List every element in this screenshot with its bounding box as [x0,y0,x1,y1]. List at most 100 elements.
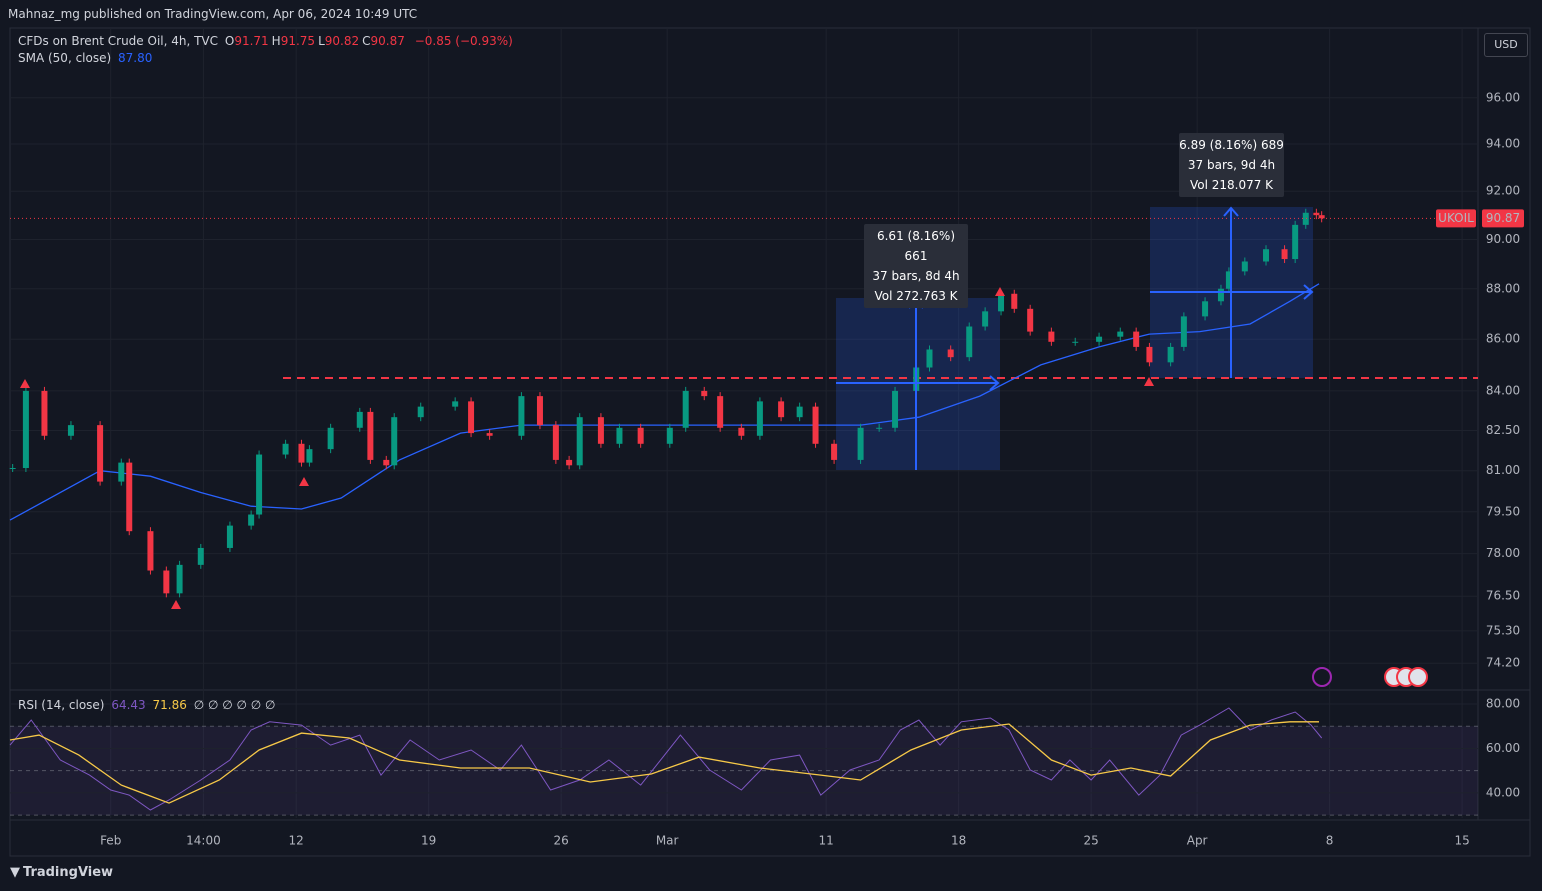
candle [1146,346,1153,363]
candle [637,427,644,444]
y-tick-label: 76.50 [1486,589,1520,603]
candle [576,417,583,466]
candle [1167,346,1174,363]
pivot-marker [171,600,181,609]
candle [1117,331,1124,337]
x-tick-label: 12 [289,834,304,848]
candle [9,468,16,470]
ohlc-key: H [271,34,281,48]
measure-line: 37 bars, 9d 4h [1187,158,1276,172]
candle [22,390,29,469]
measure-line: Vol 272.763 K [874,289,958,303]
x-tick-label: 26 [554,834,569,848]
x-tick-label: Mar [656,834,679,848]
candle [356,411,363,428]
rsi-band [10,726,1478,816]
candle [982,311,989,327]
arrow [1150,284,1314,300]
y-tick-label: 75.30 [1486,623,1520,637]
candle [468,401,475,434]
candle [126,462,133,532]
y-tick-label: 80.00 [1486,697,1520,711]
candle [778,401,785,418]
candle [1241,261,1248,272]
candle [892,390,899,428]
candle [256,454,263,515]
rsi-extra: ∅ ∅ ∅ ∅ ∅ ∅ [193,698,276,712]
y-tick-label: 82.50 [1486,423,1520,437]
y-tick-label: 79.50 [1486,504,1520,518]
candle [1313,212,1320,216]
candle [566,459,573,466]
candle [226,525,233,548]
candle [1281,249,1288,260]
candle [383,459,390,466]
currency-button[interactable]: USD [1484,33,1528,57]
y-tick-label: 86.00 [1486,332,1520,346]
candle [306,449,313,463]
pivot-marker [20,379,30,388]
candle [812,406,819,444]
candle [966,326,973,358]
candle [947,349,954,358]
candle [597,417,604,444]
rsi-ma-value: 71.86 [152,698,187,712]
brand-logo: ▼ [10,865,20,880]
candle [67,425,74,436]
candle [756,401,763,436]
sma-line [9,283,1320,521]
candle [391,417,398,466]
candle [163,570,170,594]
ohlc-key: O [224,34,235,48]
event-icons [1312,667,1428,687]
candle [1225,271,1232,289]
candle [682,390,689,428]
candle [327,427,334,450]
candle [282,443,289,455]
x-tick-label: Apr [1187,834,1208,848]
candle [97,425,104,482]
publisher: Mahnaz_mg published on TradingView.com, … [8,7,418,21]
candle [1292,224,1299,260]
x-tick-label: 11 [819,834,834,848]
candle [1096,336,1103,342]
candle [147,531,154,571]
candle [1133,331,1140,347]
sma-name: SMA (50, close) [18,51,112,65]
candle [298,443,305,463]
brand: ▼ TradingView [10,865,116,880]
y-tick-label: 81.00 [1486,463,1520,477]
measure-label: 6.89 (8.16%) 689 37 bars, 9d 4h Vol 218.… [1179,133,1284,197]
candle [41,390,48,436]
candle [857,427,864,460]
candle [248,514,255,526]
candle [118,462,125,482]
y-tick-label: 74.20 [1486,656,1520,670]
x-tick-label: 8 [1326,834,1334,848]
x-tick-label: 19 [421,834,436,848]
y-tick-label: 60.00 [1486,741,1520,755]
candle [1202,301,1209,317]
candle [552,425,559,460]
candle [876,427,883,429]
rsi-line [9,721,1319,804]
y-tick-label: 40.00 [1486,785,1520,799]
candle [486,433,493,436]
price-value: 90.87 [1486,211,1520,225]
x-tick-label: 18 [951,834,966,848]
measure-line: Vol 218.077 K [1189,178,1274,192]
pivot-markers [20,287,1154,609]
ohlc-value: 91.75 [280,34,316,48]
candle [831,443,838,460]
x-tick-label: 14:00 [186,834,221,848]
y-tick-label: 94.00 [1486,136,1520,150]
candle [1072,341,1079,343]
candle [518,396,525,436]
candle [1302,212,1309,225]
candle [536,396,543,426]
rsi-title: RSI (14, close) [18,698,105,712]
pivot-marker [995,287,1005,296]
candle [452,401,459,407]
